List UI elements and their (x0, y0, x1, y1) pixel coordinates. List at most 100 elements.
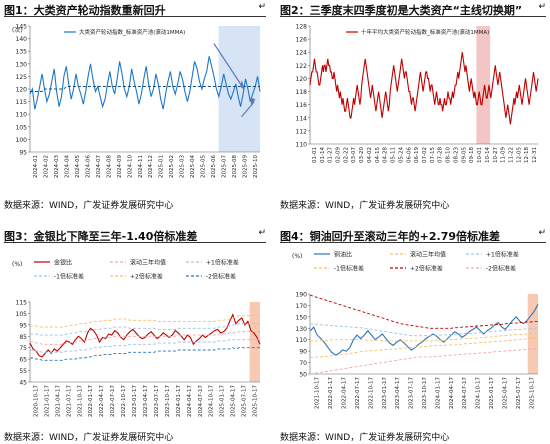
y-tick-label: 112 (296, 128, 308, 135)
legend-label: +2倍标准差 (130, 273, 163, 281)
x-tick-label: 05-24 (398, 147, 404, 163)
x-tick-label: 10-14 (485, 147, 491, 163)
x-tick-label: 06-19 (414, 147, 420, 163)
y-tick-label: 110 (16, 112, 28, 119)
x-tick-label: 2023-10-17 (422, 377, 428, 409)
x-tick-label: 2022-04-17 (99, 385, 105, 417)
x-tick-label: 2021-10-17 (315, 377, 321, 409)
y-tick-label: 140 (16, 36, 28, 43)
x-tick-label: 07-02 (422, 147, 428, 163)
x-tick-label: 07-28 (438, 147, 444, 163)
y-tick-label: 120 (296, 76, 308, 83)
source-text: 数据来源：WIND，广发证券发展研究中心 (280, 433, 450, 443)
y-tick-label: 116 (296, 102, 308, 109)
y-tick-label: 126 (296, 37, 308, 44)
panel-title: 图4：铜油回升至滚动三年的+2.79倍标准差 (280, 228, 500, 244)
x-tick-label: 2025-04 (190, 155, 196, 178)
series-line (30, 347, 260, 361)
y-tick-label: 130 (16, 61, 28, 68)
y-tick-label: 95 (19, 150, 27, 157)
y-tick-label: 130 (296, 326, 308, 333)
series-line (309, 347, 539, 375)
x-tick-label: 2024-10 (127, 155, 133, 178)
down-arrow (213, 43, 245, 90)
panel-title: 图2：三季度末四季度初是大类资产“主线切换期” (280, 2, 522, 18)
series-line (30, 86, 260, 92)
y-tick-label: 65 (19, 357, 27, 364)
x-tick-label: 2024-11 (138, 155, 144, 178)
x-tick-label: 2024-04-17 (187, 385, 193, 417)
down-arrowhead (239, 80, 245, 91)
x-tick-label: 2024-08 (106, 155, 112, 178)
x-tick-label: 2025-07 (221, 155, 227, 178)
x-tick-label: 02-22 (343, 147, 349, 163)
legend-label: +1倍标准差 (206, 259, 239, 267)
x-tick-label: 2025-08 (232, 155, 238, 178)
legend-label: -1倍标准差 (54, 273, 84, 281)
title-rule (280, 16, 546, 17)
x-tick-label: 06-06 (406, 147, 412, 163)
y-tick-label: 105 (16, 124, 28, 131)
y-tick-label: 85 (19, 334, 27, 341)
x-tick-label: 01-14 (320, 147, 326, 163)
x-tick-label: 2023-10-17 (165, 385, 171, 417)
series-line (309, 52, 539, 125)
x-tick-label: 2025-02 (169, 155, 175, 178)
y-tick-label: 115 (16, 99, 28, 106)
y-tick-label: 110 (296, 142, 308, 149)
series-line (309, 294, 538, 329)
x-tick-label: 2021-04-17 (55, 385, 61, 417)
x-tick-label: 2025-01 (159, 155, 165, 178)
y-tick-label: 50 (299, 372, 307, 379)
legend-label: +2倍标准差 (410, 265, 443, 273)
x-tick-label: 2021-01-17 (44, 385, 50, 417)
y-tick-label: 105 (16, 311, 28, 318)
title-text: 图2：三季度末四季度初是大类资产“主线切换期” (280, 4, 523, 17)
series-line (30, 331, 260, 345)
unit-label: (%) (12, 261, 22, 268)
x-tick-label: 2025-10-17 (529, 377, 535, 409)
x-tick-label: 2024-07-17 (462, 377, 468, 409)
y-tick-label: 95 (19, 322, 27, 329)
legend-label: -2倍标准差 (206, 273, 236, 281)
x-tick-label: 2023-07-17 (154, 385, 160, 417)
legend-label: 大类资产轮动指数_标准资产池(滚动1MMA) (79, 28, 185, 36)
panel-4: 图4：铜油回升至滚动三年的+2.79倍标准差 ↵ 50 70 90 110 130 150… (280, 228, 546, 443)
legend-label: -1倍标准差 (334, 265, 364, 273)
highlight-band (218, 26, 260, 152)
source-text: 数据来源：WIND，广发证券发展研究中心 (280, 201, 450, 211)
series-line (309, 304, 539, 356)
y-tick-label: 115 (16, 300, 28, 307)
x-tick-label: 2024-01-17 (176, 385, 182, 417)
x-tick-label: 2024-01 (33, 155, 39, 178)
legend-label: 铜油比 (334, 251, 352, 259)
y-tick-label: 100 (16, 137, 28, 144)
series-line (310, 332, 539, 342)
x-tick-label: 10-01 (477, 147, 483, 163)
panel-3: 图3：金银比下降至三年-1.40倍标准差 ↵ 45 55 65 75 85 95 105 11… (4, 228, 266, 443)
x-tick-label: 12-05 (516, 147, 522, 163)
y-tick-label: 124 (296, 50, 308, 57)
x-tick-label: 10-27 (493, 147, 499, 163)
x-tick-label: 05-11 (391, 147, 397, 163)
y-tick-label: 150 (296, 314, 308, 321)
x-tick-label: 11-09 (501, 147, 507, 163)
x-tick-label: 2023-04-17 (143, 385, 149, 417)
y-tick-label: 128 (296, 24, 308, 31)
x-tick-label: 2020-10-17 (33, 385, 39, 417)
panel-1: 图1：大类资产轮动指数重新回升 ↵ 95 100 105 110 115 120 125 13… (4, 2, 266, 216)
x-tick-label: 2025-01-17 (220, 385, 226, 417)
x-tick-label: 2022-07-17 (110, 385, 116, 417)
x-tick-label: 09-05 (461, 147, 467, 163)
x-tick-label: 2025-10-17 (253, 385, 259, 417)
x-tick-label: 2024-07 (96, 155, 102, 178)
x-tick-label: 2022-01-17 (328, 377, 334, 409)
x-tick-label: 04-28 (383, 147, 389, 163)
y-tick-label: 70 (299, 360, 307, 367)
y-tick-label: 110 (296, 337, 308, 344)
x-tick-label: 04-02 (367, 147, 373, 163)
panel-title: 图3：金银比下降至三年-1.40倍标准差 (4, 228, 197, 244)
x-tick-label: 2025-03 (180, 155, 186, 178)
unit-label: (%) (292, 253, 302, 260)
x-tick-label: 12-18 (524, 147, 530, 163)
